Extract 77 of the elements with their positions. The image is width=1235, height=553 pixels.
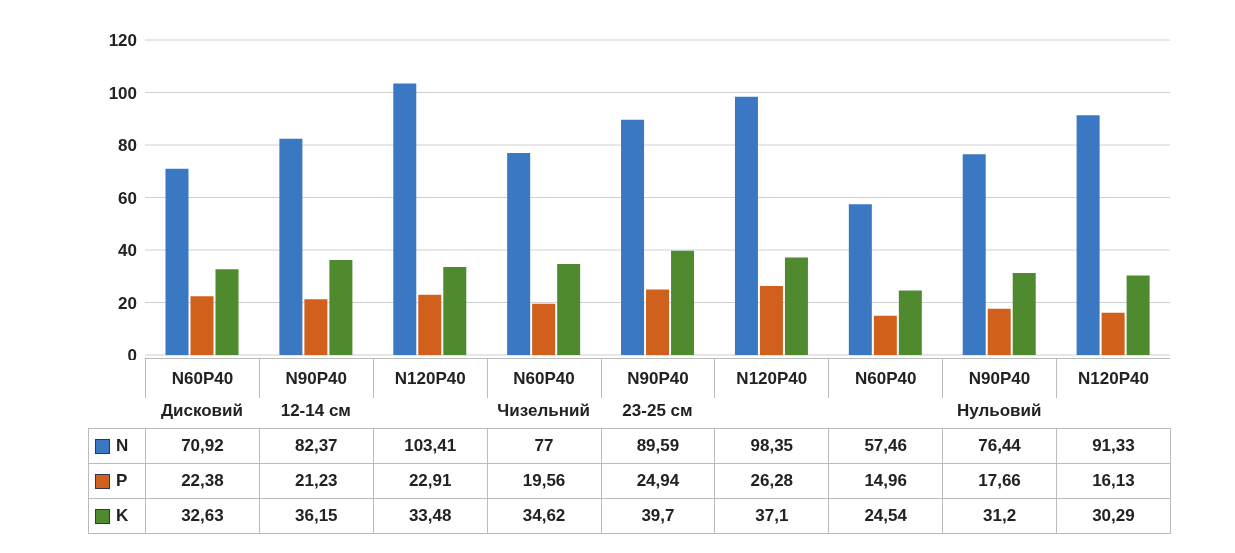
data-label: 32,63: [145, 499, 259, 533]
data-label: 16,13: [1056, 464, 1170, 498]
bar: [1101, 312, 1125, 355]
bar: [759, 286, 783, 355]
x-tick-label: N60P40: [828, 358, 943, 398]
y-tick-label: 20: [118, 293, 137, 313]
bar: [165, 168, 189, 355]
x-tick-label: N60P40: [486, 358, 601, 398]
data-label: 33,48: [372, 499, 487, 533]
text: Нульовий: [955, 401, 1043, 421]
data-label: 57,46: [828, 429, 943, 463]
bar: [507, 152, 531, 355]
data-label: 70,92: [145, 429, 259, 463]
text: 12-14 см: [279, 401, 352, 421]
bar: [190, 296, 214, 355]
legend-label: N: [116, 436, 129, 456]
bar: [418, 294, 442, 355]
bar: [304, 299, 328, 355]
data-label: 36,15: [258, 499, 373, 533]
data-label: 24,54: [828, 499, 943, 533]
bar: [784, 257, 808, 355]
bar: [279, 138, 303, 355]
data-label: 37,1: [714, 499, 829, 533]
data-label: 24,94: [600, 464, 715, 498]
y-tick-label: 60: [118, 188, 137, 208]
legend-label: K: [116, 506, 129, 526]
text: Дисковий: [159, 401, 244, 421]
bar: [393, 83, 417, 355]
y-tick-label: 100: [108, 83, 137, 103]
data-label: 77: [486, 429, 601, 463]
data-label: 22,91: [372, 464, 487, 498]
bar: [873, 315, 897, 355]
bar: [987, 308, 1011, 355]
data-label: 14,96: [828, 464, 943, 498]
bar: [962, 154, 986, 355]
x-tick-label: N60P40: [145, 358, 259, 398]
bar: [671, 250, 695, 355]
bar: [1126, 275, 1150, 355]
bar: [329, 260, 353, 355]
data-label: 76,44: [942, 429, 1056, 463]
bar: [443, 267, 467, 355]
data-label: 98,35: [714, 429, 829, 463]
data-label: 19,56: [486, 464, 601, 498]
bar: [898, 290, 922, 355]
bar: [215, 269, 239, 355]
bar: [532, 303, 556, 355]
x-tick-label: N120P40: [372, 358, 487, 398]
data-label: 34,62: [486, 499, 601, 533]
data-label: 39,7: [600, 499, 715, 533]
bar: [848, 204, 872, 355]
x-tick-label: N90P40: [942, 358, 1056, 398]
data-label: 82,37: [258, 429, 373, 463]
text: 23-25 см: [621, 401, 694, 421]
data-label: 30,29: [1056, 499, 1170, 533]
x-tick-label: N120P40: [1056, 358, 1170, 398]
y-tick-label: 120: [108, 31, 137, 51]
bar: [557, 264, 581, 355]
x-tick-label: N90P40: [600, 358, 715, 398]
data-label: 17,66: [942, 464, 1056, 498]
data-label: 103,41: [372, 429, 487, 463]
bar: [621, 119, 645, 355]
text: Чизельний: [496, 401, 591, 421]
legend-label: P: [116, 471, 128, 491]
x-tick-label: N90P40: [258, 358, 373, 398]
data-label: 26,28: [714, 464, 829, 498]
data-label: 89,59: [600, 429, 715, 463]
data-label: 31,2: [942, 499, 1056, 533]
x-tick-label: N120P40: [714, 358, 829, 398]
bar: [1012, 273, 1036, 355]
data-label: 22,38: [145, 464, 259, 498]
bar: [646, 289, 670, 355]
bar: [1076, 115, 1100, 355]
y-tick-label: 80: [118, 136, 137, 156]
y-tick-label: 40: [118, 241, 137, 261]
data-label: 91,33: [1056, 429, 1170, 463]
data-label: 21,23: [258, 464, 373, 498]
bar: [734, 96, 758, 355]
